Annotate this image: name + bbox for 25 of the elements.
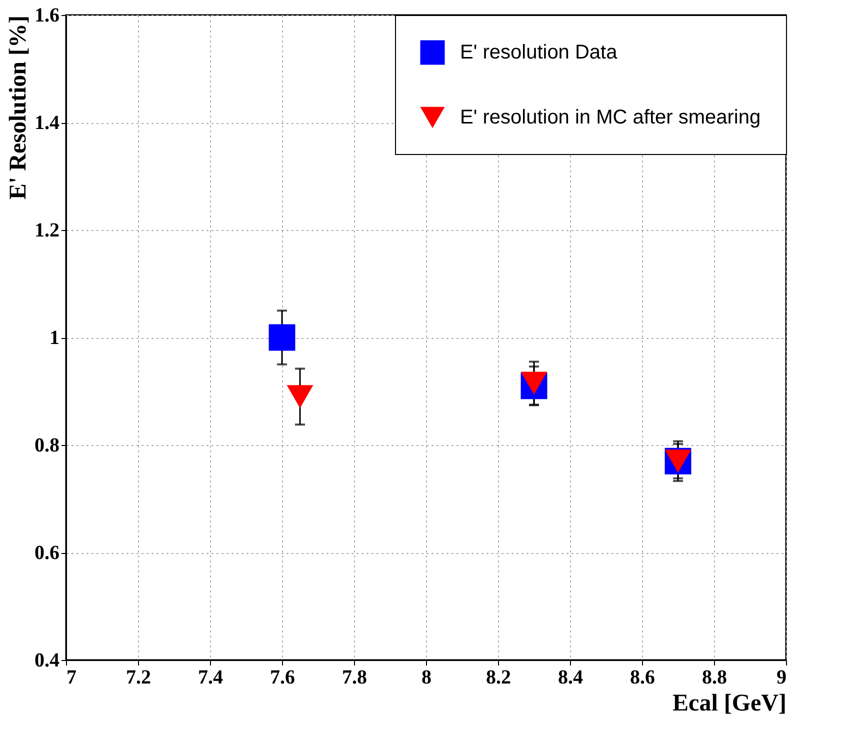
legend-label: E' resolution in MC after smearing	[460, 106, 761, 128]
y-tick-label: 1.6	[34, 4, 60, 26]
y-axis-title: E' Resolution [%]	[6, 16, 32, 200]
x-tick-label: 8	[422, 666, 432, 688]
x-tick-label: 8.8	[702, 666, 727, 688]
y-tick-label: 1.2	[34, 220, 60, 242]
x-axis-title: Ecal [GeV]	[672, 690, 786, 716]
y-tick-label: 0.8	[34, 434, 60, 456]
y-tick-label: 1.4	[34, 112, 60, 134]
x-tick-label: 8.2	[486, 666, 511, 688]
y-tick-label: 1	[50, 327, 60, 349]
x-tick-label: 7.4	[198, 666, 223, 688]
x-tick-label: 7	[66, 666, 76, 688]
x-tick-label: 9	[776, 666, 786, 688]
x-tick-label: 8.4	[558, 666, 583, 688]
point	[520, 372, 548, 395]
legend-label: E' resolution Data	[460, 42, 618, 64]
x-tick-label: 8.6	[630, 666, 655, 688]
x-tick-label: 7.2	[126, 666, 151, 688]
x-tick-label: 7.6	[270, 666, 295, 688]
point	[286, 385, 314, 408]
y-tick-label: 0.4	[34, 650, 60, 672]
x-tick-label: 7.8	[342, 666, 367, 688]
y-tick-label: 0.6	[34, 542, 60, 564]
point	[268, 324, 296, 351]
